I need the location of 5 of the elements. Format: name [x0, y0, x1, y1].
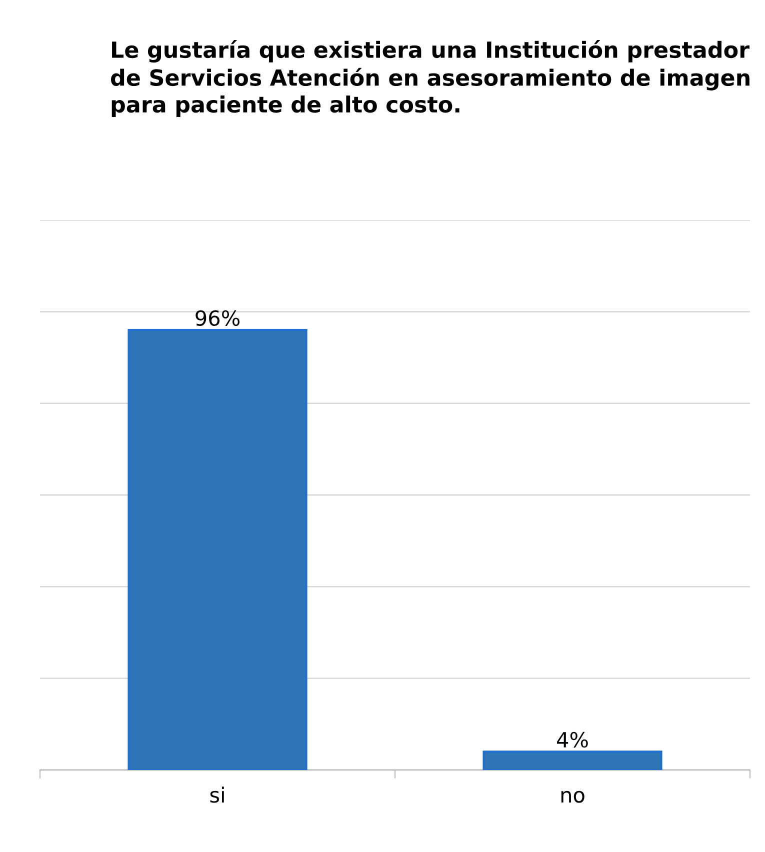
chart-title: Le gustaría que existiera una Institución prestador de Servicios Atención en asesoramiento de imagen para paciente de alto costo.	[111, 40, 750, 118]
x-tick-label: si	[210, 786, 224, 803]
data-label: 96%	[196, 310, 240, 326]
data-label: 4%	[556, 732, 588, 748]
x-tick-label: no	[561, 790, 584, 803]
